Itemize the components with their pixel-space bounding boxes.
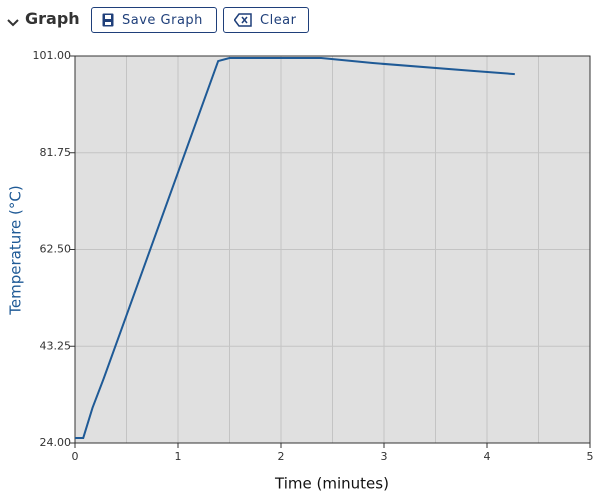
clear-icon	[234, 13, 252, 27]
section-title: Graph	[25, 9, 80, 28]
plot-frame	[74, 55, 591, 444]
y-tick-label: 101.00	[33, 49, 72, 62]
button-label: Save Graph	[122, 12, 203, 28]
y-tick-label: 62.50	[40, 243, 72, 256]
clear-button[interactable]: Clear	[223, 7, 309, 33]
x-tick-label: 4	[484, 450, 491, 463]
x-tick-label: 0	[72, 450, 79, 463]
collapse-chevron[interactable]	[6, 16, 20, 30]
x-tick-label: 3	[381, 450, 388, 463]
button-label: Clear	[260, 12, 297, 28]
x-tick-label: 5	[587, 450, 594, 463]
y-tick-label: 81.75	[40, 146, 72, 159]
save-graph-button[interactable]: Save Graph	[91, 7, 217, 33]
save-icon	[102, 13, 114, 27]
header: Graph Save Graph Clear	[0, 0, 599, 40]
y-tick-label: 24.00	[40, 436, 72, 449]
x-tick-label: 1	[175, 450, 182, 463]
x-tick-label: 2	[278, 450, 285, 463]
x-axis-title: Time (minutes)	[274, 475, 389, 493]
y-tick-label: 43.25	[40, 339, 72, 352]
y-axis-title: Temperature (°C)	[7, 185, 25, 315]
data-line	[75, 57, 515, 439]
